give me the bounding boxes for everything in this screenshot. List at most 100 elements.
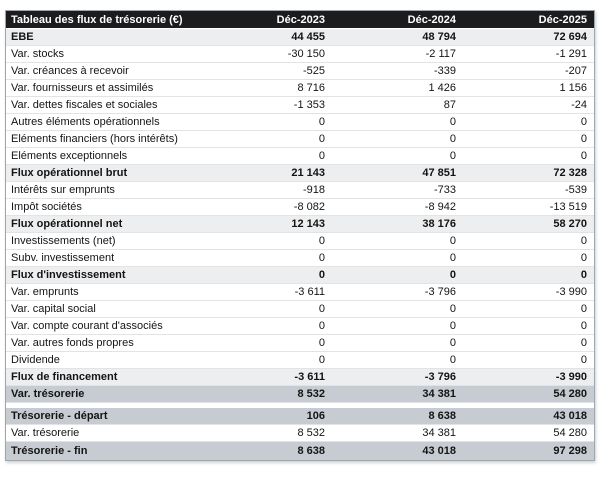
cell-value: 0 — [580, 303, 587, 315]
cell-value: 0 — [449, 150, 456, 162]
cell-value: 0 — [318, 252, 325, 264]
cell-value: 0 — [580, 150, 587, 162]
cell-value: 34 381 — [422, 427, 456, 439]
cell-value: 97 298 — [553, 445, 587, 457]
cell-value: -3 796 — [424, 286, 456, 298]
cell-value: 0 — [580, 235, 587, 247]
row-label: Var. stocks — [11, 48, 64, 60]
table-row: Eléments financiers (hors intérêts) 0 0 0 — [6, 131, 594, 148]
cell-value: 0 — [318, 337, 325, 349]
cell-value: 0 — [318, 133, 325, 145]
row-label: Flux de financement — [11, 371, 118, 383]
cell-value: -3 611 — [294, 286, 325, 298]
row-label: Dividende — [11, 354, 60, 366]
cell-value: 0 — [449, 303, 456, 315]
cell-value: 43 018 — [553, 410, 587, 422]
cell-value: -339 — [433, 65, 456, 77]
cell-value: 0 — [580, 337, 587, 349]
table-row: Var. compte courant d'associés 0 0 0 — [6, 318, 594, 335]
cell-value: 8 532 — [297, 388, 325, 400]
cell-value: 0 — [318, 235, 325, 247]
cell-value: 34 381 — [422, 388, 456, 400]
table-row: Eléments exceptionnels 0 0 0 — [6, 148, 594, 165]
cell-value: 43 018 — [422, 445, 456, 457]
cell-value: -30 150 — [287, 48, 325, 60]
row-label: Var. trésorerie — [11, 388, 85, 400]
table-row: Autres éléments opérationnels 0 0 0 — [6, 114, 594, 131]
table-row: Dividende 0 0 0 — [6, 352, 594, 369]
cell-value: 0 — [580, 252, 587, 264]
row-label: Eléments financiers (hors intérêts) — [11, 133, 178, 145]
cash-flow-table: Tableau des flux de trésorerie (€) Déc-2… — [5, 10, 595, 461]
table-row: EBE 44 455 48 794 72 694 — [6, 29, 594, 46]
row-label: Impôt sociétés — [11, 201, 82, 213]
table-row: Var. stocks -30 150 -2 117 -1 291 — [6, 46, 594, 63]
table-row: Flux de financement -3 611 -3 796 -3 990 — [6, 369, 594, 386]
row-label: Trésorerie - fin — [11, 445, 88, 457]
row-label: Autres éléments opérationnels — [11, 116, 160, 128]
cell-value: 8 532 — [297, 427, 325, 439]
row-label: Var. fournisseurs et assimilés — [11, 82, 154, 94]
cell-value: 0 — [318, 303, 325, 315]
table-header-row: Tableau des flux de trésorerie (€) Déc-2… — [6, 11, 594, 29]
row-label: Flux d'investissement — [11, 269, 126, 281]
cell-value: -3 990 — [555, 286, 587, 298]
cell-value: -24 — [571, 99, 587, 111]
row-label: Eléments exceptionnels — [11, 150, 128, 162]
table-row: Subv. investissement 0 0 0 — [6, 250, 594, 267]
table-row: Trésorerie - fin 8 638 43 018 97 298 — [6, 442, 594, 460]
section-spacer — [6, 403, 594, 408]
main-section: EBE 44 455 48 794 72 694 Var. stocks -30 150 -… — [6, 29, 594, 403]
cell-value: 48 794 — [422, 31, 456, 43]
row-label: Flux opérationnel brut — [11, 167, 128, 179]
cell-value: -13 519 — [549, 201, 587, 213]
table-row: Var. emprunts -3 611 -3 796 -3 990 — [6, 284, 594, 301]
table-row: Flux d'investissement 0 0 0 — [6, 267, 594, 284]
table-row: Var. dettes fiscales et sociales -1 353 87… — [6, 97, 594, 114]
table-row: Var. trésorerie 8 532 34 381 54 280 — [6, 425, 594, 442]
cell-value: -8 942 — [424, 201, 456, 213]
cell-value: 1 426 — [428, 82, 456, 94]
row-label: Var. capital social — [11, 303, 96, 315]
table-row: Impôt sociétés -8 082 -8 942 -13 519 — [6, 199, 594, 216]
row-label: Trésorerie - départ — [11, 410, 108, 422]
cell-value: -3 796 — [424, 371, 456, 383]
cell-value: -525 — [302, 65, 325, 77]
row-label: Investissements (net) — [11, 235, 116, 247]
table-row: Trésorerie - départ 106 8 638 43 018 — [6, 408, 594, 425]
row-label: Var. trésorerie — [11, 427, 80, 439]
cell-value: -8 082 — [293, 201, 325, 213]
row-label: Var. compte courant d'associés — [11, 320, 163, 332]
cell-value: 106 — [306, 410, 325, 422]
cell-value: -1 353 — [293, 99, 325, 111]
cell-value: 0 — [580, 320, 587, 332]
table-row: Var. capital social 0 0 0 — [6, 301, 594, 318]
cell-value: -1 291 — [555, 48, 587, 60]
cell-value: 12 143 — [291, 218, 325, 230]
row-label: Var. dettes fiscales et sociales — [11, 99, 158, 111]
cell-value: 0 — [449, 269, 456, 281]
cell-value: 8 638 — [297, 445, 325, 457]
table-row: Var. trésorerie 8 532 34 381 54 280 — [6, 386, 594, 403]
table-row: Flux opérationnel net 12 143 38 176 58 270 — [6, 216, 594, 233]
cell-value: -733 — [433, 184, 456, 196]
cell-value: 44 455 — [291, 31, 325, 43]
cell-value: -918 — [302, 184, 325, 196]
cell-value: 0 — [449, 252, 456, 264]
cell-value: 0 — [449, 337, 456, 349]
table-row: Intérêts sur emprunts -918 -733 -539 — [6, 182, 594, 199]
cell-value: -3 990 — [555, 371, 587, 383]
column-header-dec-2023: Déc-2023 — [276, 13, 325, 26]
row-label: Var. autres fonds propres — [11, 337, 134, 349]
cell-value: 38 176 — [422, 218, 456, 230]
cell-value: 8 638 — [428, 410, 456, 422]
table-row: Var. créances à recevoir -525 -339 -207 — [6, 63, 594, 80]
row-label: EBE — [11, 31, 34, 43]
row-label: Flux opérationnel net — [11, 218, 123, 230]
cell-value: -2 117 — [425, 48, 456, 60]
cell-value: -3 611 — [294, 371, 325, 383]
row-label: Var. créances à recevoir — [11, 65, 129, 77]
column-header-dec-2024: Déc-2024 — [407, 13, 456, 26]
table-title: Tableau des flux de trésorerie (€) — [11, 13, 183, 26]
